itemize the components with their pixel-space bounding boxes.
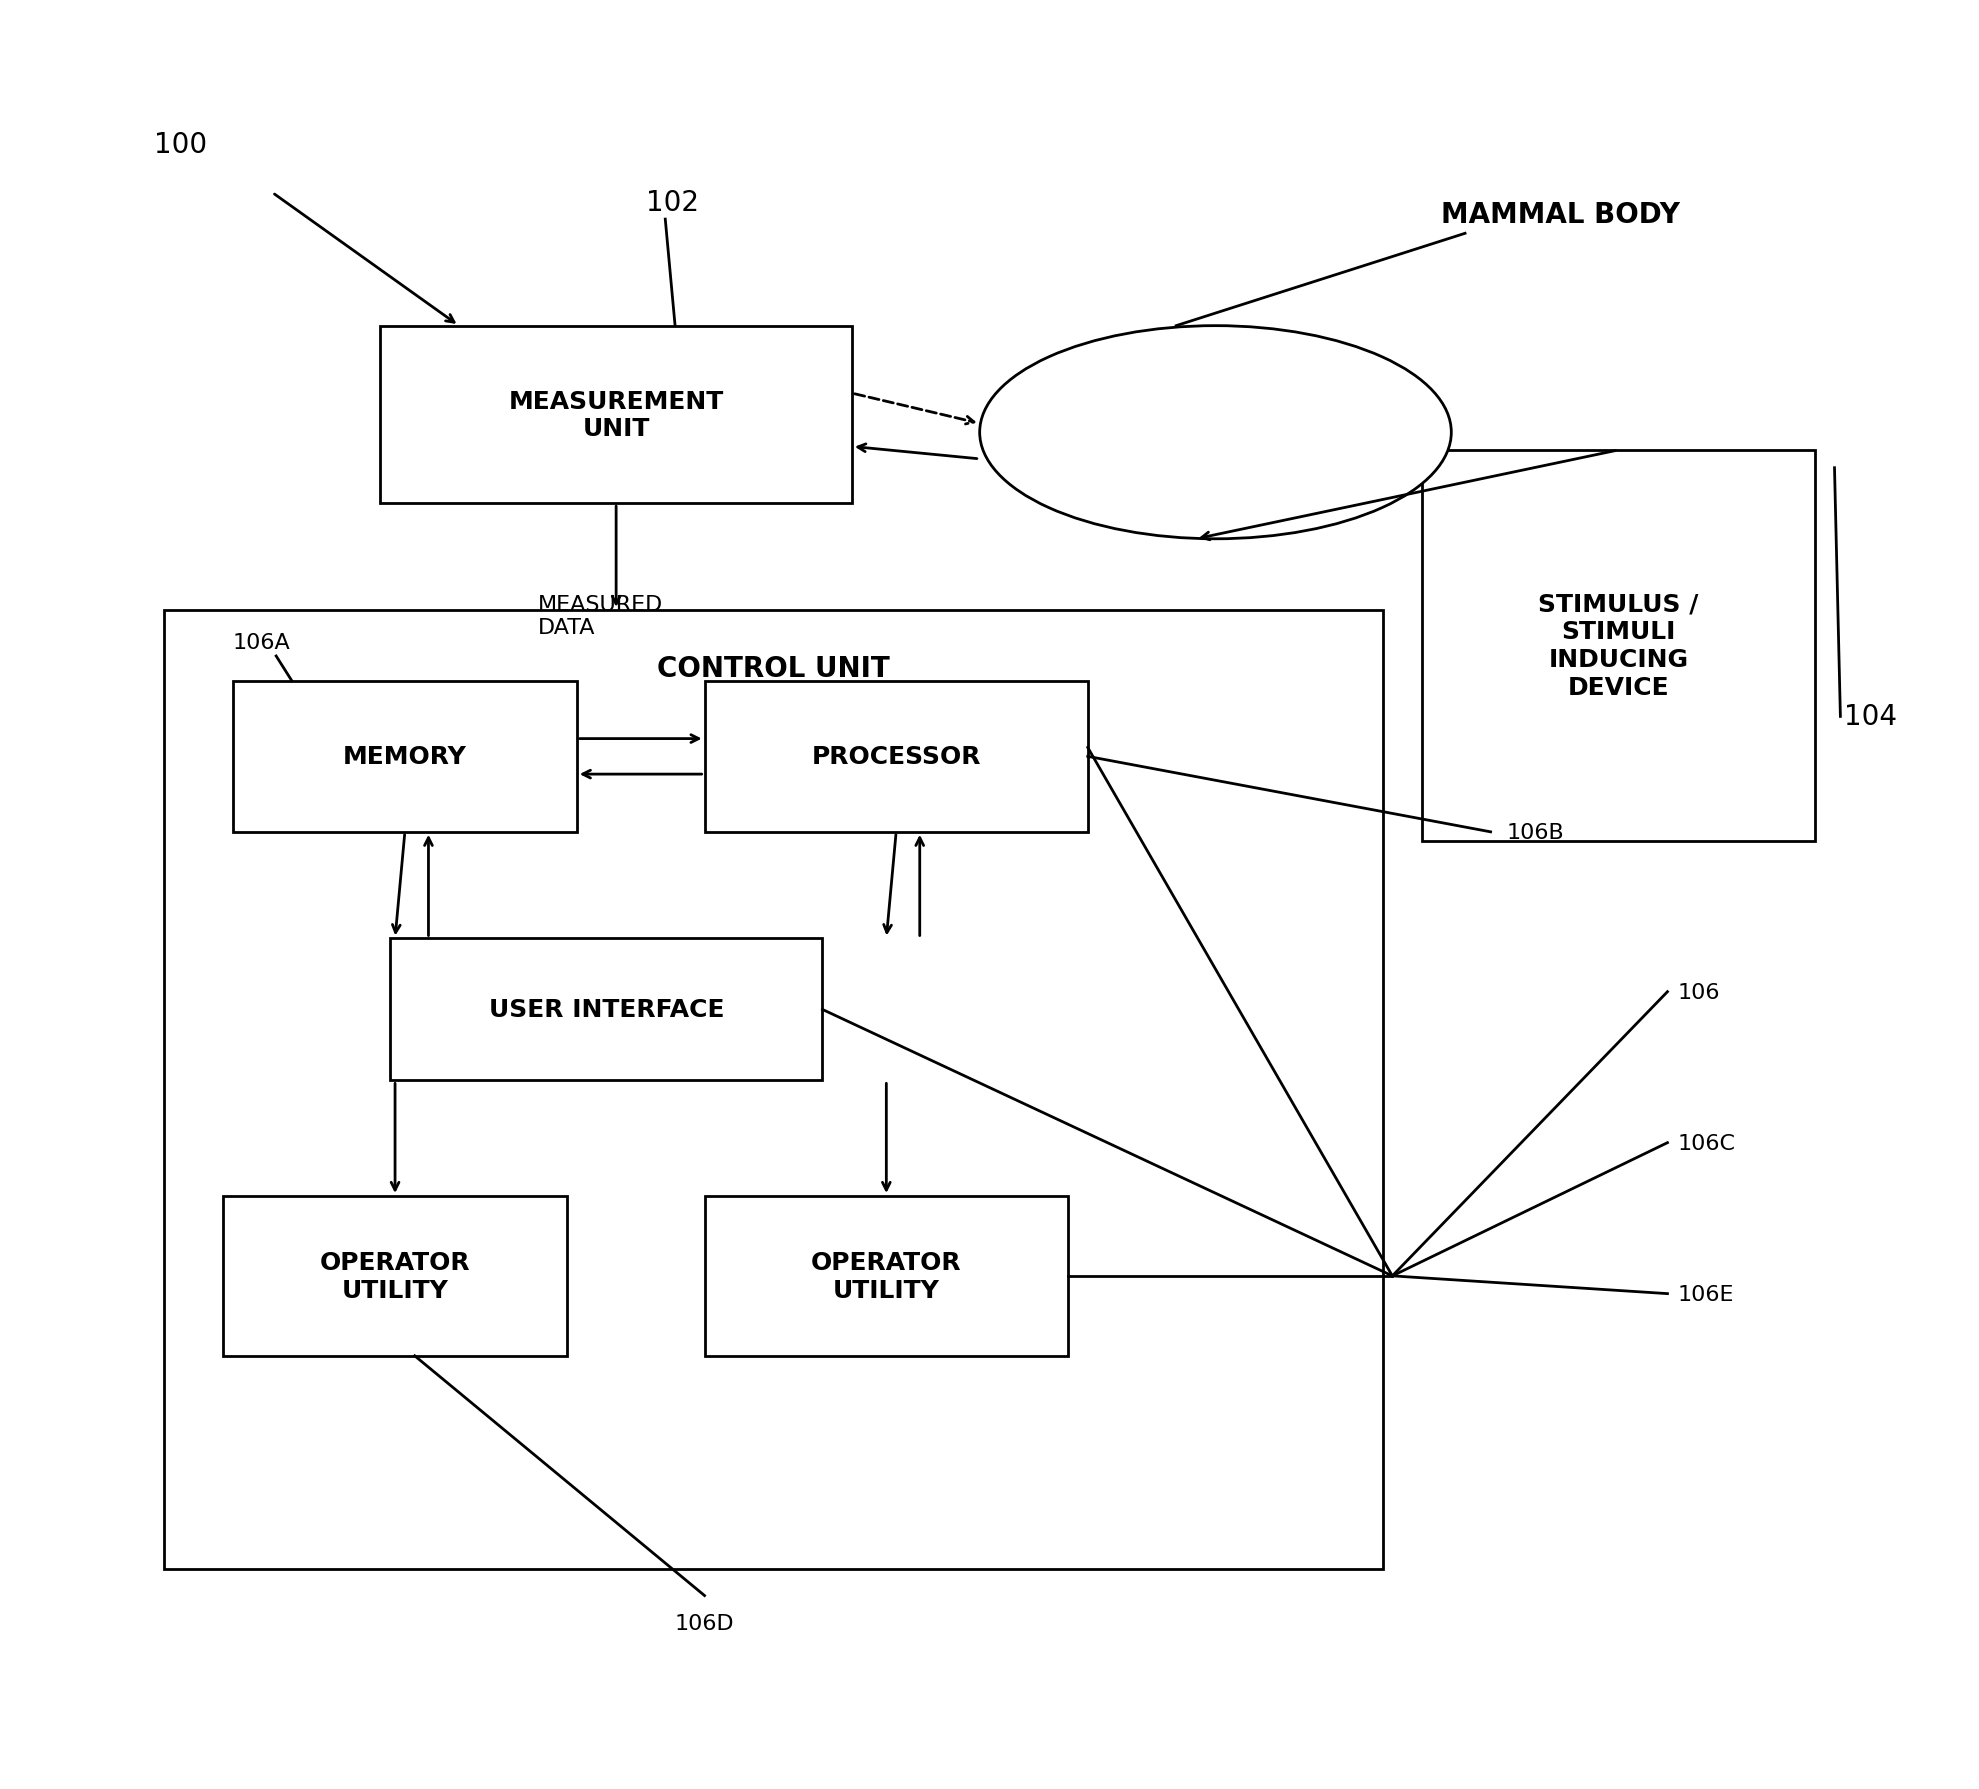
- Text: 100: 100: [154, 131, 208, 159]
- Bar: [390, 939, 823, 1081]
- Text: 106A: 106A: [234, 633, 291, 653]
- Bar: [705, 1197, 1069, 1356]
- Text: USER INTERFACE: USER INTERFACE: [489, 998, 724, 1022]
- Text: MEASURED
DATA: MEASURED DATA: [538, 594, 663, 637]
- Text: PROCESSOR: PROCESSOR: [811, 744, 982, 769]
- Bar: [224, 1197, 568, 1356]
- Bar: [164, 610, 1383, 1569]
- Text: 106C: 106C: [1678, 1132, 1736, 1154]
- Text: MEASUREMENT
UNIT: MEASUREMENT UNIT: [509, 390, 724, 442]
- Text: 104: 104: [1844, 703, 1898, 732]
- Text: 106B: 106B: [1506, 823, 1563, 843]
- Text: MEMORY: MEMORY: [342, 744, 467, 769]
- Bar: [380, 326, 851, 504]
- Text: OPERATOR
UTILITY: OPERATOR UTILITY: [321, 1251, 471, 1302]
- Text: 106: 106: [1678, 982, 1720, 1002]
- Text: 106D: 106D: [675, 1614, 734, 1633]
- Text: MAMMAL BODY: MAMMAL BODY: [1441, 200, 1680, 229]
- Bar: [705, 682, 1088, 832]
- Text: STIMULUS /
STIMULI
INDUCING
DEVICE: STIMULUS / STIMULI INDUCING DEVICE: [1538, 592, 1698, 699]
- Bar: [234, 682, 576, 832]
- Ellipse shape: [980, 326, 1451, 540]
- Bar: [1421, 451, 1815, 841]
- Text: 106E: 106E: [1678, 1285, 1734, 1304]
- Text: OPERATOR
UTILITY: OPERATOR UTILITY: [811, 1251, 962, 1302]
- Text: CONTROL UNIT: CONTROL UNIT: [657, 655, 891, 683]
- Text: 102: 102: [645, 188, 699, 216]
